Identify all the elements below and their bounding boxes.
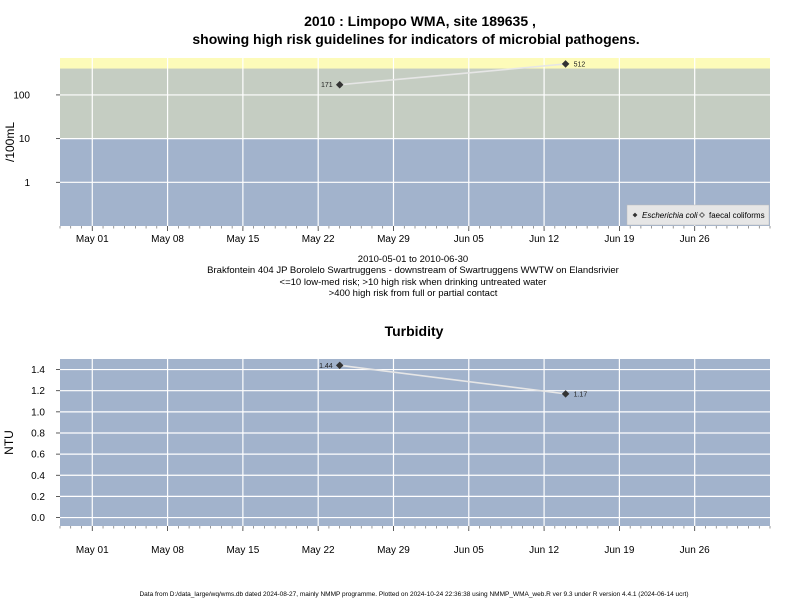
y-axis-label: NTU bbox=[2, 430, 16, 455]
figure-title-line2: showing high risk guidelines for indicat… bbox=[192, 31, 639, 47]
caption-guideline-contact: >400 high risk from full or partial cont… bbox=[329, 288, 498, 299]
x-tick-label: Jun 19 bbox=[604, 545, 634, 556]
caption-guideline-drinking: <=10 low-med risk; >10 high risk when dr… bbox=[280, 277, 547, 288]
figure-title-line1: 2010 : Limpopo WMA, site 189635 , bbox=[304, 13, 536, 29]
y-tick-label: 10 bbox=[19, 134, 31, 145]
legend-label-ecoli: Escherichia coli bbox=[642, 211, 698, 220]
y-tick-label: 0.6 bbox=[31, 450, 45, 461]
data-label: 512 bbox=[574, 61, 586, 68]
x-tick-label: Jun 26 bbox=[680, 545, 710, 556]
legend-box bbox=[626, 204, 770, 226]
microbial-panel: May 01 May 08 May 15 May 22 May 29 Jun 05 Jun … bbox=[3, 58, 771, 245]
x-tick-label: May 15 bbox=[226, 234, 259, 245]
y-tick-label: 0.4 bbox=[31, 471, 45, 482]
data-point bbox=[335, 361, 344, 370]
x-tick-label: Jun 05 bbox=[454, 234, 484, 245]
risk-band-2 bbox=[60, 58, 770, 69]
x-tick-label: Jun 26 bbox=[680, 234, 710, 245]
series-line bbox=[339, 364, 566, 395]
x-tick-label: Jun 05 bbox=[454, 545, 484, 556]
x-tick-label: May 08 bbox=[151, 234, 184, 245]
y-tick-label: 100 bbox=[13, 90, 30, 101]
y-tick-label: 0.2 bbox=[31, 492, 45, 503]
legend: Escherichia coli faecal coliforms bbox=[626, 204, 770, 226]
turbidity-title: Turbidity bbox=[385, 323, 444, 339]
series-line bbox=[339, 63, 566, 86]
legend-label-faecal: faecal coliforms bbox=[709, 211, 765, 220]
x-tick-label: Jun 19 bbox=[604, 234, 634, 245]
y-tick-label: 1.4 bbox=[31, 365, 45, 376]
turbidity-panel: May 01 May 08 May 15 May 22 May 29 Jun 05 Jun … bbox=[2, 359, 771, 556]
data-label: 1.44 bbox=[319, 363, 333, 370]
plot-background bbox=[60, 359, 770, 526]
risk-band-1 bbox=[60, 68, 770, 139]
x-tick-label: May 22 bbox=[302, 234, 335, 245]
x-tick-label: May 22 bbox=[302, 545, 335, 556]
y-axis-label: /100mL bbox=[3, 122, 17, 162]
y-tick-label: 1.2 bbox=[31, 386, 45, 397]
x-tick-label: May 15 bbox=[226, 545, 259, 556]
y-tick-label: 0.0 bbox=[31, 513, 45, 524]
data-point bbox=[335, 80, 344, 89]
x-tick-label: May 01 bbox=[76, 545, 109, 556]
data-label: 171 bbox=[321, 82, 333, 89]
caption-site: Brakfontein 404 JP Borolelo Swartruggens… bbox=[207, 265, 619, 276]
data-label: 1.17 bbox=[574, 391, 588, 398]
legend-marker-faecal bbox=[699, 212, 705, 218]
y-tick-label: 1.0 bbox=[31, 407, 45, 418]
y-tick-label: 0.8 bbox=[31, 428, 45, 439]
data-point bbox=[561, 60, 570, 68]
footer-note: Data from D:/data_large/wq/wms.db dated … bbox=[139, 591, 688, 598]
x-tick-label: May 29 bbox=[377, 545, 410, 556]
legend-marker-ecoli bbox=[632, 212, 638, 218]
x-tick-label: May 29 bbox=[377, 234, 410, 245]
y-tick-label: 1 bbox=[24, 178, 30, 189]
x-tick-label: May 01 bbox=[76, 234, 109, 245]
x-tick-label: Jun 12 bbox=[529, 234, 559, 245]
x-tick-label: May 08 bbox=[151, 545, 184, 556]
caption-date-range: 2010-05-01 to 2010-06-30 bbox=[358, 254, 468, 265]
x-tick-label: Jun 12 bbox=[529, 545, 559, 556]
data-point bbox=[561, 390, 570, 398]
